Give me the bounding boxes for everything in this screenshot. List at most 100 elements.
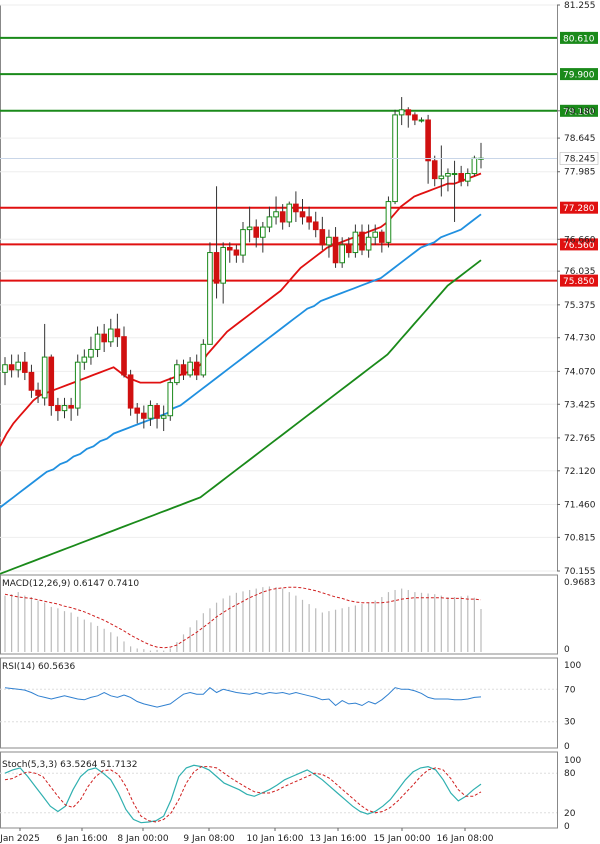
candle-up xyxy=(147,405,154,419)
level-tag xyxy=(560,104,598,117)
price-tick-label: 74.730 xyxy=(564,334,596,344)
price-tick-label: 76.035 xyxy=(564,267,596,277)
candle-down xyxy=(127,374,134,409)
candle-up xyxy=(385,201,392,243)
x-tick-label: 9 Jan 08:00 xyxy=(183,834,235,844)
candle-down xyxy=(319,229,326,246)
stoch-layer: 100 80 20 0 xyxy=(0,756,581,832)
candle-down xyxy=(68,405,74,409)
candle-up xyxy=(451,173,458,176)
candle-down xyxy=(405,109,412,116)
candle-down xyxy=(379,231,385,243)
x-tick-label: 16 Jan 08:00 xyxy=(437,834,494,844)
candle-up xyxy=(107,328,114,343)
candle-up xyxy=(81,356,88,363)
level-tag xyxy=(560,31,598,44)
candle-down xyxy=(306,216,312,223)
ma-blue-line xyxy=(0,213,482,509)
candle-up xyxy=(240,229,246,256)
stoch-panel-frame xyxy=(0,751,558,829)
price-tick-label: 71.460 xyxy=(564,500,596,510)
macd-label: MACD(12,26,9) 0.6147 0.7410 xyxy=(2,579,139,589)
candle-down xyxy=(114,328,121,338)
rsi-label: RSI(14) 60.5636 xyxy=(2,662,75,672)
candle-up xyxy=(187,361,193,376)
horizontal-levels: 80.610 79.900 79.180 77.280 76.560 75.850 xyxy=(0,31,598,287)
x-tick-label: 6 Jan 16:00 xyxy=(56,834,108,844)
candle-down xyxy=(345,244,352,254)
candle-up xyxy=(326,236,332,246)
candle-down xyxy=(332,236,339,264)
candle-up xyxy=(167,382,174,417)
candle-down xyxy=(425,119,431,162)
candle-down xyxy=(279,211,286,223)
rsi-layer: 100 70 30 0 xyxy=(0,661,581,752)
candle-down xyxy=(299,211,306,218)
candle-down xyxy=(154,405,160,419)
price-tick-label: 81.255 xyxy=(564,1,596,11)
x-tick-label: 15 Jan 00:00 xyxy=(374,834,431,844)
stoch-label: Stoch(5,3,3) 63.5264 51.7132 xyxy=(2,760,137,770)
candle-down xyxy=(55,405,61,412)
level-label: 76.560 xyxy=(563,241,595,251)
current-price-tag xyxy=(559,152,599,165)
candle-up xyxy=(438,175,445,180)
level-tag xyxy=(560,68,598,81)
level-label: 79.180 xyxy=(563,107,595,117)
price-axis: 81.255 79.180 78.645 77.985 76.660 76.035 75.3… xyxy=(0,1,599,577)
candle-down xyxy=(253,226,260,238)
rsi-tick-label: 0 xyxy=(564,742,570,752)
candle-up xyxy=(207,252,213,345)
candle-down xyxy=(22,361,28,373)
candle-up xyxy=(372,231,379,238)
rsi-panel-frame xyxy=(0,657,558,749)
rsi-tick-label: 70 xyxy=(564,685,576,695)
price-tick-label: 70.815 xyxy=(564,533,596,543)
candle-down xyxy=(431,160,438,180)
candle-up xyxy=(260,226,266,238)
macd-panel-frame xyxy=(0,574,558,655)
candle-up xyxy=(398,109,405,116)
candle-down xyxy=(28,371,35,391)
stoch-d-line xyxy=(4,766,482,823)
candle-down xyxy=(458,173,464,182)
price-tick-label: 78.645 xyxy=(564,134,596,144)
candle-down xyxy=(213,252,220,284)
x-tick-label: 10 Jan 16:00 xyxy=(247,834,304,844)
candle-up xyxy=(266,216,273,228)
candle-down xyxy=(180,364,187,376)
price-tick-label: 75.375 xyxy=(564,301,596,311)
candle-up xyxy=(273,211,279,218)
x-tick-label: 8 Jan 00:00 xyxy=(117,834,169,844)
stoch-tick-label: 0 xyxy=(564,822,570,832)
candle-up xyxy=(74,361,81,409)
candle-down xyxy=(101,333,107,343)
price-tick-label: 70.155 xyxy=(564,567,596,577)
candle-up xyxy=(445,173,451,177)
candle-down xyxy=(193,361,200,376)
rsi-tick-label: 30 xyxy=(564,718,576,728)
level-label: 77.280 xyxy=(563,204,595,214)
price-tick-label: 77.985 xyxy=(564,168,596,178)
price-tick-label: 79.180 xyxy=(564,107,596,117)
candle-down xyxy=(226,246,233,251)
level-tag xyxy=(560,238,598,251)
candle-up xyxy=(286,203,293,223)
candle-down xyxy=(48,356,55,407)
x-tick-label: 13 Jan 16:00 xyxy=(310,834,367,844)
candle-up xyxy=(339,244,345,264)
candle-up xyxy=(174,364,180,384)
candle-up xyxy=(41,356,48,399)
x-axis: Jan 2025 6 Jan 16:00 8 Jan 00:00 9 Jan 08:0… xyxy=(0,828,494,844)
level-label: 79.900 xyxy=(563,71,595,81)
stoch-tick-label: 100 xyxy=(564,756,581,766)
candle-down xyxy=(121,336,127,376)
stoch-tick-label: 20 xyxy=(564,809,576,819)
candle-up xyxy=(15,361,22,371)
macd-signal-line xyxy=(4,586,482,649)
price-tick-label: 72.120 xyxy=(564,467,596,477)
price-tick-label: 72.765 xyxy=(564,434,596,444)
candle-down xyxy=(359,231,365,251)
candle-up xyxy=(160,415,167,419)
